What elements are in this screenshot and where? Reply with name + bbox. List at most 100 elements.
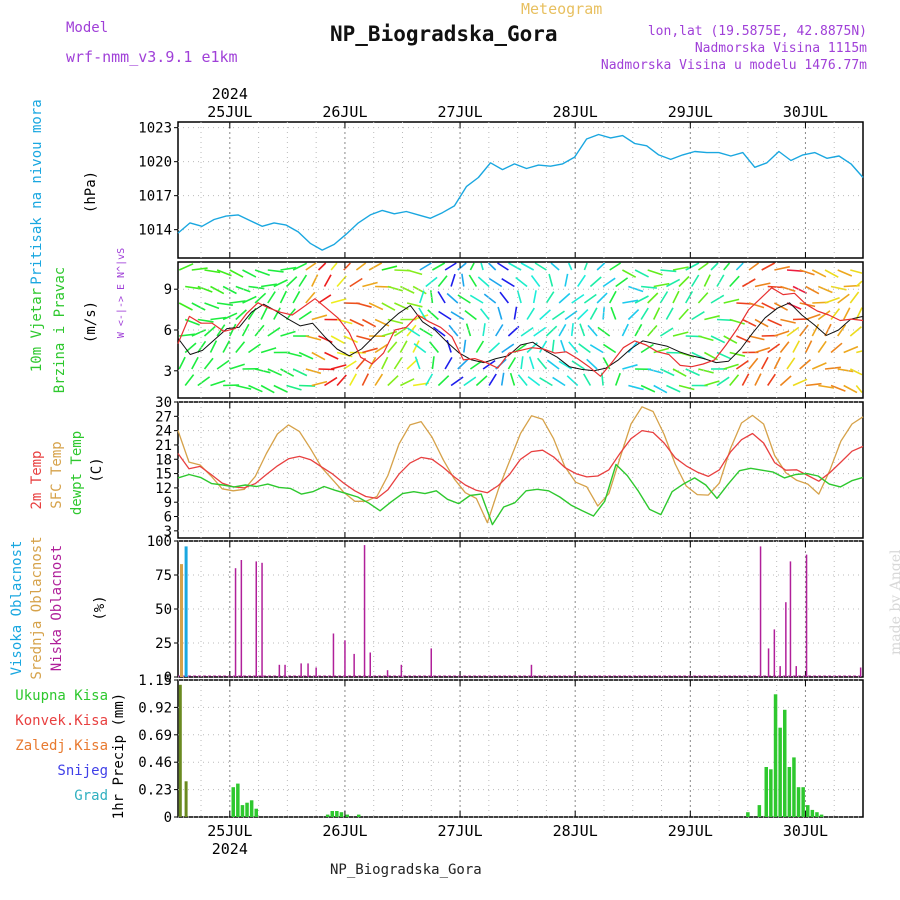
x-tick-label-top: 27JUL <box>437 103 482 121</box>
year-label-top: 2024 <box>212 85 248 103</box>
y-tick-label: 9 <box>164 282 172 298</box>
cloud-low-bar <box>789 561 792 677</box>
y-tick-label: 21 <box>155 438 172 454</box>
cloud-low-bar <box>284 664 286 677</box>
y-tick-label: 1020 <box>138 155 172 171</box>
precip-total-bar <box>796 787 801 817</box>
y-tick-label: 100 <box>147 534 172 550</box>
wind-speed-line-black <box>177 302 864 372</box>
y-tick-label: 27 <box>155 409 172 425</box>
cloud-low-bar <box>363 545 366 677</box>
precip-total-bar <box>335 811 339 817</box>
cloud-low-bar <box>805 554 808 677</box>
y-tick-label: 50 <box>155 602 172 618</box>
cloud-low-bar <box>261 562 263 677</box>
x-tick-label-bottom: 28JUL <box>553 822 598 840</box>
precip-total-bar <box>792 757 796 817</box>
x-tick-label-top: 25JUL <box>207 103 252 121</box>
pressure-unit-label: (hPa) <box>83 171 99 213</box>
y-tick-label: 15 <box>155 467 172 483</box>
y-tick-label: 0.46 <box>138 755 172 771</box>
cloud-low-bar <box>255 561 257 677</box>
cloud-low-axis-label: Niska Oblacnost <box>49 545 65 671</box>
precip-total-bar <box>801 787 805 817</box>
cloud-low-bar <box>300 663 302 677</box>
precip-total-bar <box>810 809 815 817</box>
precip-legend-item: Ukupna Kisa <box>15 688 108 704</box>
y-tick-label: 1.15 <box>138 673 172 689</box>
precip-legend-item: Konvek.Kisa <box>15 713 108 729</box>
cloud-low-bar <box>400 664 403 677</box>
model-elevation-label: Nadmorska Visina u modelu 1476.77m <box>600 58 867 73</box>
y-tick-label: 6 <box>164 323 172 339</box>
cloud-low-bar <box>234 568 237 677</box>
y-tick-label: 75 <box>155 568 172 584</box>
precip-total-bar <box>787 767 792 817</box>
cloud-mid-axis-label: Srednja Oblacnost <box>29 536 45 679</box>
cloud-low-bar <box>315 667 317 677</box>
x-tick-label-bottom: 25JUL <box>207 822 252 840</box>
sfc-temp-line <box>177 406 864 524</box>
app-title: Meteogram <box>521 0 603 18</box>
cloud-low-bar <box>332 633 335 677</box>
cloud-low-bar <box>859 667 862 677</box>
y-tick-label: 12 <box>155 481 172 497</box>
cloud-unit-label: (%) <box>92 595 108 620</box>
panel-frame-temperature <box>177 401 864 539</box>
precip-total-bar <box>746 812 750 817</box>
precip-total-bar <box>806 805 810 817</box>
x-tick-label-bottom: 29JUL <box>668 822 713 840</box>
y-tick-label: 1014 <box>138 223 172 239</box>
cloud-low-bar <box>240 560 243 677</box>
precip-total-bar <box>330 811 334 817</box>
temp2m-axis-label: 2m Temp <box>29 450 45 509</box>
y-tick-label: 9 <box>164 495 172 511</box>
precip-early-bar <box>178 684 182 817</box>
cloud-high-bar <box>184 546 188 677</box>
precip-axis-label: 1hr Precip (mm) <box>111 693 127 819</box>
cloud-low-bar <box>795 666 797 677</box>
x-tick-label-bottom: 30JUL <box>783 822 828 840</box>
panel-frame-precipitation <box>177 679 864 818</box>
precip-total-bar <box>231 787 235 817</box>
x-tick-label-top: 29JUL <box>668 103 713 121</box>
precip-total-bar <box>339 812 344 817</box>
model-name: wrf-nmm_v3.9.1 e1km <box>66 48 238 66</box>
y-tick-label: 25 <box>155 636 172 652</box>
y-tick-label: 3 <box>164 364 172 380</box>
precip-legend-item: Zaledj.Kisa <box>15 738 108 754</box>
precip-total-bar <box>249 800 254 817</box>
cloud-low-bar <box>759 546 762 677</box>
precip-legend-item: Snijeg <box>57 763 108 779</box>
precip-total-bar <box>769 769 773 817</box>
precip-total-bar <box>345 814 349 817</box>
cloud-low-bar <box>386 670 389 677</box>
y-tick-label: 0 <box>164 670 172 686</box>
precip-total-bar <box>757 805 762 817</box>
dewpoint-line <box>177 463 864 526</box>
temp2m-line <box>177 429 864 500</box>
pressure-line <box>177 133 864 251</box>
precip-total-bar <box>240 805 245 817</box>
y-tick-label: 0 <box>164 810 172 826</box>
precip-total-bar <box>815 812 819 817</box>
temp-unit-label: (C) <box>89 457 105 482</box>
precip-total-bar <box>778 727 782 817</box>
precip-total-bar <box>357 814 361 817</box>
cloud-low-bar <box>344 640 346 677</box>
footer-station: NP_Biogradska_Gora <box>330 862 482 878</box>
cloud-low-bar <box>530 664 533 677</box>
precip-total-bar <box>236 783 240 817</box>
precip-total-bar <box>773 694 778 817</box>
cloud-low-bar <box>779 666 781 677</box>
y-tick-label: 3 <box>164 524 172 540</box>
cloud-low-bar <box>767 648 770 677</box>
precip-total-bar <box>819 814 824 817</box>
coords-label: lon,lat (19.5875E, 42.8875N) <box>647 24 867 39</box>
dewpoint-axis-label: dewpt Temp <box>69 431 85 515</box>
y-tick-label: 0.23 <box>138 783 172 799</box>
x-tick-label-top: 26JUL <box>322 103 367 121</box>
precip-total-bar <box>783 709 787 817</box>
